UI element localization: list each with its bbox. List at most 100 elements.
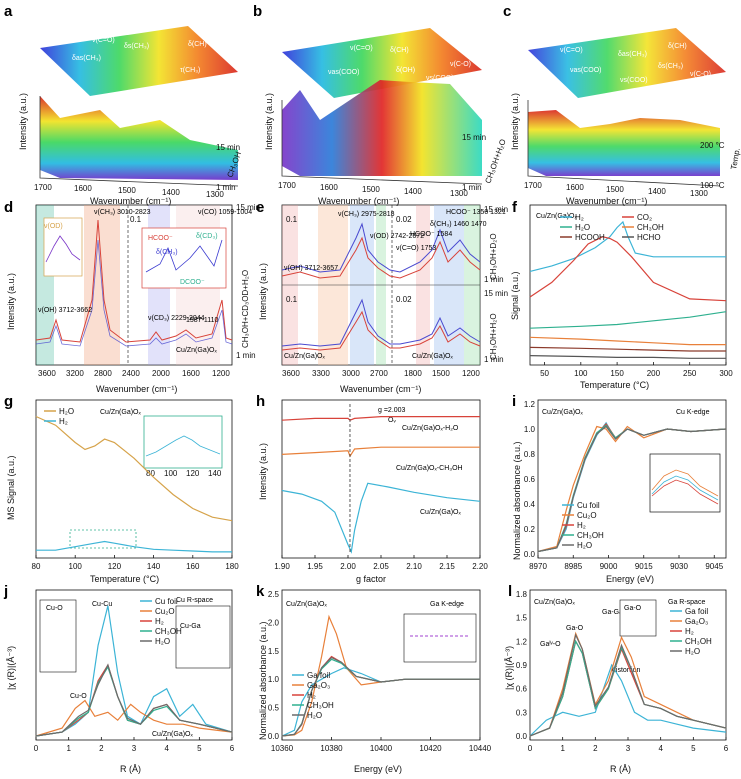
y-ticks: 0.0 0.3 0.6 0.9 1.2 1.5 1.8 — [516, 590, 528, 741]
x-tick-label: 2800 — [94, 369, 112, 378]
x-tick-label: 2 — [99, 744, 104, 753]
y-tick-label: 2.5 — [268, 590, 280, 599]
panel-label: i — [512, 393, 516, 410]
panel-label: a — [4, 3, 13, 20]
x-tick-label: 5 — [691, 744, 696, 753]
scale-bar: 0.1 — [286, 295, 298, 304]
trace-label: Cu/Zn(Ga)Oₓ-CH₃OH — [396, 465, 463, 472]
legend-label: Ga foil — [307, 671, 330, 680]
plot-frame — [537, 399, 727, 559]
edge-label: Ga K-edge — [430, 601, 464, 608]
annotation: Cu-Ga — [180, 623, 201, 630]
legend-label: H₂ — [577, 521, 586, 530]
x-axis-label: Temperature (°C) — [90, 574, 159, 584]
x-tick-label: 6 — [724, 744, 729, 753]
x-tick-label: 2.00 — [340, 562, 356, 571]
sample-label: Cu/Zn(Ga)Oₓ — [534, 599, 576, 606]
x-axis-label: Temperature (°C) — [580, 380, 649, 390]
surface-3d — [40, 96, 238, 180]
x-axis-label: Wavenumber (cm⁻¹) — [96, 384, 177, 394]
x-tick-label: 1700 — [34, 183, 52, 192]
annotation: ν(C=O) — [350, 45, 373, 52]
legend-label: HCHO — [637, 233, 661, 242]
panel-b: b ν(C=O) νas(COO) δ(CH) δ(OH) νs(COO) ν(… — [253, 3, 508, 206]
annotation: ν(CH₃) 3010-2823 — [94, 209, 151, 216]
trace-label: Cu/Zn(Ga)Oₓ — [420, 509, 462, 516]
y-tick-label: 0.0 — [516, 732, 528, 741]
annotation: δ(CH₃) — [156, 249, 178, 256]
inset-line — [651, 479, 719, 505]
inset — [143, 415, 223, 469]
colormap-projection — [40, 26, 238, 96]
x-tick-label: 80 — [32, 562, 41, 571]
y-tick-label: 0.8 — [524, 450, 536, 459]
x-tick-label: 1500 — [432, 369, 450, 378]
legend-label: Ga₂O₃ — [685, 617, 708, 626]
legend-label: HCOOH — [575, 233, 605, 242]
annotation: ν(CH₃) 2975-2818 — [338, 211, 395, 218]
legend-label: H₂O — [155, 637, 170, 646]
x-tick-label: 100 — [574, 369, 588, 378]
x-tick-label: 1300 — [450, 189, 468, 198]
x-axis-label: R (Å) — [610, 764, 631, 774]
x-tick-label: 2.05 — [373, 562, 389, 571]
y-tick-label: 0.4 — [524, 500, 536, 509]
series-line-0 — [529, 663, 727, 737]
legend-label: Cu foil — [155, 597, 178, 606]
inset-tick: 80 — [146, 469, 155, 478]
z-tick-label: 15 min — [216, 143, 240, 152]
annotation: Cu-Cu — [92, 601, 112, 608]
series-line-4 — [529, 346, 726, 352]
series-line-4 — [35, 663, 233, 737]
inset-od — [43, 217, 83, 277]
panel-g: g Cu/Zn(Ga)Oₓ 80 100 120 140 MS Signal (… — [4, 393, 239, 584]
x-tick-label: 200 — [647, 369, 661, 378]
plot-frame — [35, 399, 233, 559]
inset — [39, 599, 77, 673]
x-tick-label: 9030 — [670, 562, 688, 571]
annotation: δ(CH) — [390, 47, 409, 54]
series-line-3 — [529, 336, 726, 346]
x-tick-label: 10360 — [271, 744, 294, 753]
y-tick-label: 0.2 — [524, 525, 536, 534]
inset-formate — [141, 227, 227, 289]
x-tick-label: 0 — [528, 744, 533, 753]
x-ticks: 10360 10380 10400 10420 10440 — [271, 737, 492, 753]
y-ticks: 0.0 0.2 0.4 0.6 0.8 1.0 1.2 — [524, 400, 536, 559]
x-tick-label: 1300 — [690, 189, 708, 198]
y-axis-label: Normalized absorbance (a.u.) — [512, 441, 522, 560]
annotation: ν(C=O) 1753 — [396, 245, 436, 252]
x-tick-label: 10400 — [370, 744, 393, 753]
spectrum-line — [35, 219, 233, 343]
panel-label: j — [3, 583, 8, 600]
z-tick-label: 1 min — [462, 183, 482, 192]
annotation: νs(COO) — [620, 77, 648, 84]
sample-label: Cu/Zn(Ga)Oₓ — [536, 213, 578, 220]
y-tick-label: 0.0 — [524, 550, 536, 559]
series-line-1 — [281, 446, 480, 458]
y-tick-label: 1.5 — [268, 647, 280, 656]
z-tick-label: 200 °C — [700, 141, 725, 150]
legend-label: H₂ — [307, 691, 316, 700]
spectrum-line — [35, 239, 233, 347]
annotation: ν(CD₃) 2229-2044 — [148, 315, 205, 322]
x-tick-label: 2.15 — [439, 562, 455, 571]
y-axis-label: Intensity (a.u.) — [264, 93, 274, 150]
annotation: δ(CH) — [668, 43, 687, 50]
x-axis-label: R (Å) — [120, 764, 141, 774]
legend-label: CH₃OH — [577, 531, 604, 540]
x-tick-label: 5 — [197, 744, 202, 753]
annotation: HCOO⁻ — [148, 235, 173, 242]
sample-label: Cu/Zn(Ga)Oₓ — [412, 353, 454, 360]
y-tick-label: 0.5 — [268, 704, 280, 713]
legend-label: H₂O — [577, 541, 592, 550]
x-tick-label: 1400 — [404, 187, 422, 196]
series-line-5 — [529, 355, 726, 359]
y-tick-label: 0.3 — [516, 708, 528, 717]
y-tick-label: 1.0 — [524, 425, 536, 434]
x-tick-label: 10440 — [469, 744, 492, 753]
x-axis-label: g factor — [356, 574, 386, 584]
